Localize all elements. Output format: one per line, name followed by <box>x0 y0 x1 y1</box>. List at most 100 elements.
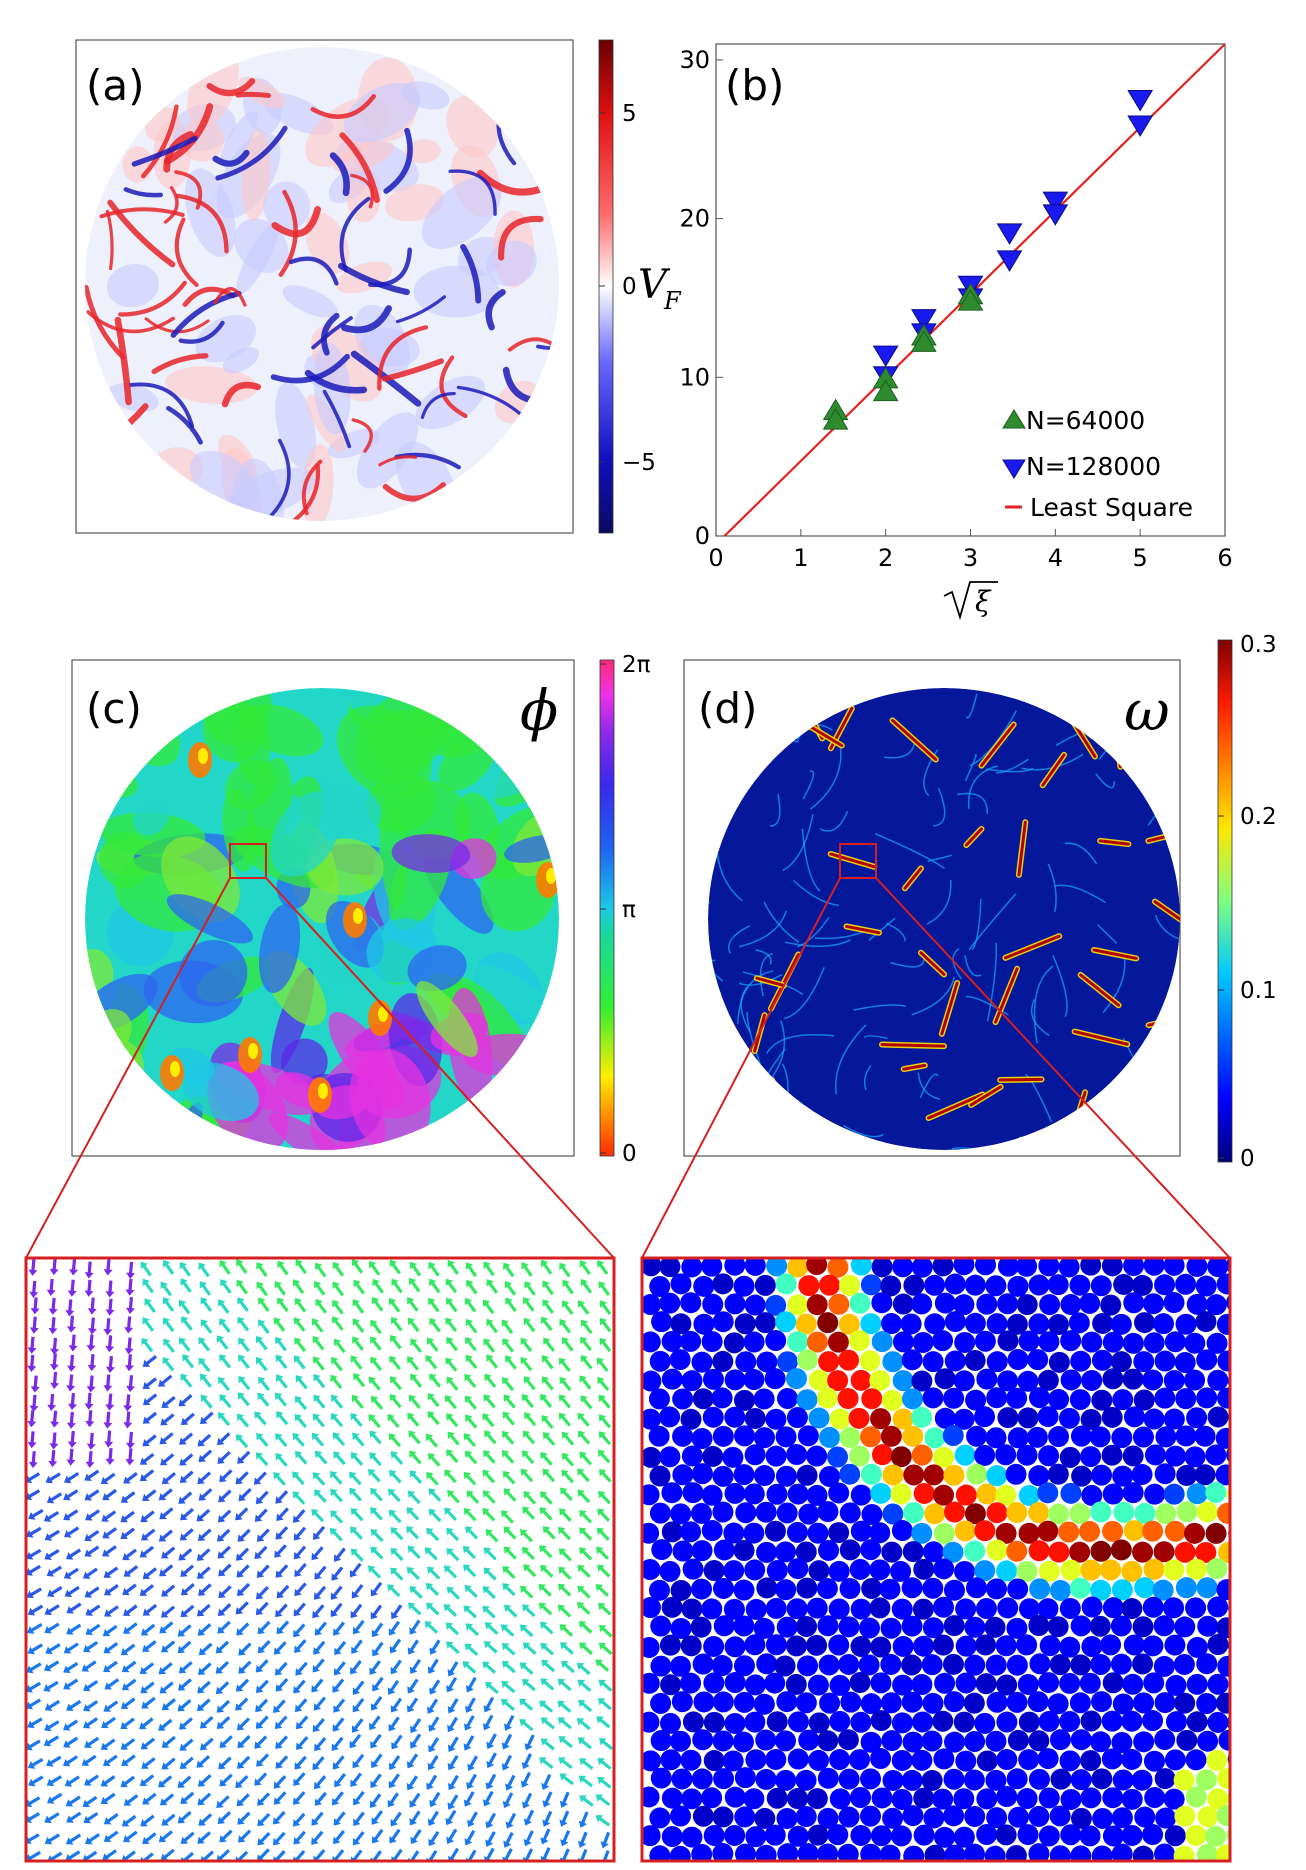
particle <box>660 1749 682 1771</box>
particle <box>829 1710 851 1732</box>
arrow-shape <box>390 1697 403 1713</box>
arrow-shape <box>522 1604 536 1618</box>
arrow-shape <box>503 1832 514 1848</box>
particle <box>858 1654 880 1676</box>
particle <box>850 1520 872 1542</box>
polarization-arrow <box>523 1809 535 1826</box>
particle <box>765 1294 787 1316</box>
polarization-arrow <box>445 1357 458 1372</box>
polarization-arrow <box>522 1506 536 1520</box>
arrow-shape <box>218 1376 230 1392</box>
arrow-shape <box>44 1699 61 1711</box>
particle <box>682 1711 704 1733</box>
polarization-arrow <box>218 1756 232 1770</box>
polarization-arrow <box>559 1318 572 1334</box>
polarization-arrow <box>275 1755 289 1769</box>
particle <box>828 1560 850 1582</box>
particle <box>1049 1845 1071 1861</box>
polarization-arrow <box>578 1621 593 1634</box>
polarization-arrow <box>577 1564 591 1578</box>
particle <box>712 1273 734 1295</box>
arrow-shape <box>426 1602 440 1616</box>
polarization-arrow <box>198 1337 211 1352</box>
particle <box>955 1672 977 1694</box>
polarization-arrow <box>255 1356 268 1372</box>
polarization-arrow <box>522 1430 536 1445</box>
arrow-shape <box>407 1412 420 1427</box>
particle <box>775 1311 797 1333</box>
arrow-shape <box>484 1373 497 1388</box>
particle <box>1070 1654 1092 1676</box>
polarization-arrow <box>43 1680 59 1692</box>
vorticity-thread <box>1033 965 1054 1044</box>
arrow-shape <box>462 1545 476 1560</box>
particle <box>1134 1502 1156 1524</box>
arrow-shape <box>409 1810 421 1826</box>
arrow-shape <box>140 1510 155 1523</box>
particle <box>764 1520 786 1542</box>
particle <box>944 1731 966 1753</box>
particle <box>1037 1598 1059 1620</box>
arrow-shape <box>178 1337 191 1352</box>
particle <box>1175 1388 1197 1410</box>
polarization-arrow <box>196 1698 211 1712</box>
particle <box>922 1692 944 1714</box>
arrow-shape <box>219 1829 233 1843</box>
polarization-arrow <box>44 1660 60 1672</box>
polarization-arrow <box>293 1623 306 1638</box>
particle <box>963 1843 985 1861</box>
polarization-arrow <box>26 1526 42 1538</box>
polarization-arrow <box>446 1297 458 1313</box>
particle <box>1131 1463 1153 1485</box>
vorticity-thread <box>814 930 866 940</box>
polarization-arrow <box>158 1374 173 1387</box>
polarization-arrow <box>125 1448 135 1466</box>
arrow-shape <box>162 1259 175 1275</box>
polarization-arrow <box>483 1261 495 1277</box>
particle <box>913 1635 935 1657</box>
arrow-shape <box>84 1279 94 1297</box>
particle <box>1071 1465 1093 1487</box>
particle <box>1228 1337 1230 1349</box>
arrow-shape <box>428 1488 442 1502</box>
arrow-shape <box>84 1261 94 1279</box>
polarization-arrow <box>29 1394 39 1412</box>
polarization-arrow <box>520 1585 534 1599</box>
arrow-shape <box>276 1584 290 1599</box>
polarization-arrow <box>372 1278 384 1294</box>
polarization-arrow <box>580 1355 593 1370</box>
arrow-shape <box>353 1811 365 1827</box>
polarization-arrow <box>369 1430 382 1445</box>
arrow-shape <box>179 1432 194 1445</box>
polarization-arrow <box>596 1716 611 1729</box>
arrow-shape <box>370 1581 383 1597</box>
polarization-arrow <box>540 1491 553 1505</box>
particle <box>745 1826 767 1848</box>
vorticity-thread <box>885 922 906 942</box>
polarization-arrow <box>483 1790 494 1807</box>
particle <box>1154 1463 1176 1485</box>
polarization-arrow <box>427 1393 440 1408</box>
arrow-shape <box>273 1472 286 1486</box>
particle <box>754 1274 776 1296</box>
polarization-arrow <box>66 1374 76 1392</box>
arrow-shape <box>256 1528 270 1542</box>
polarization-arrow <box>370 1487 383 1502</box>
polarization-arrow <box>466 1279 478 1295</box>
particle <box>933 1446 955 1468</box>
polarization-arrow <box>352 1299 365 1314</box>
vorticity-thread <box>1173 712 1180 734</box>
arrow-shape <box>558 1394 572 1409</box>
particle <box>913 1787 935 1809</box>
arrow-shape <box>100 1472 116 1485</box>
arrow-shape <box>216 1716 231 1729</box>
arrow-shape <box>103 1700 119 1712</box>
arrow-shape <box>559 1508 572 1522</box>
polarization-arrow <box>103 1700 119 1712</box>
arrow-shape <box>140 1814 155 1827</box>
arrow-shape <box>388 1433 402 1448</box>
polarization-arrow <box>465 1676 477 1693</box>
particle <box>682 1558 704 1580</box>
polarization-arrow <box>429 1373 442 1388</box>
particle <box>1091 1349 1113 1371</box>
